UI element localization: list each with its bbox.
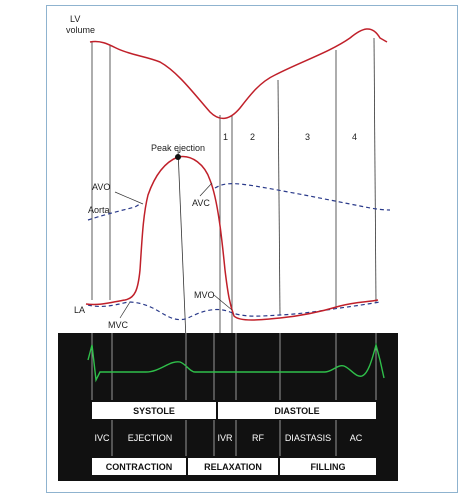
phase-2-label: 2 <box>250 132 255 142</box>
diastasis-label: DIASTASIS <box>285 433 331 443</box>
la-label: LA <box>74 305 85 315</box>
ecg-trace <box>87 342 385 383</box>
mvc-label: MVC <box>108 320 129 330</box>
peak-ejection-label: Peak ejection <box>151 143 205 153</box>
aorta-label: Aorta <box>88 205 110 215</box>
ac-label: AC <box>350 433 363 443</box>
mvc-pointer <box>119 301 131 319</box>
lv-volume-label-line1: LV <box>70 14 80 24</box>
relaxation-bar <box>188 458 278 475</box>
event-lines <box>91 37 377 341</box>
contraction-label: CONTRACTION <box>106 462 173 472</box>
peak-ejection-marker <box>175 154 181 160</box>
relaxation-label: RELAXATION <box>204 462 262 472</box>
phase-1-label: 1 <box>223 132 228 142</box>
systole-bar <box>92 402 216 419</box>
avo-pointer <box>114 191 144 205</box>
lv-volume-curve <box>89 28 388 120</box>
diastole-bar <box>218 402 376 419</box>
ivc-label: IVC <box>94 433 110 443</box>
phase-4-label: 4 <box>352 132 357 142</box>
filling-bar <box>280 458 376 475</box>
aorta-pressure-line <box>87 183 391 221</box>
avc-label: AVC <box>192 198 210 208</box>
ejection-label: EJECTION <box>128 433 173 443</box>
avo-label: AVO <box>92 182 110 192</box>
contraction-bar <box>92 458 186 475</box>
mvo-pointer <box>213 294 233 311</box>
event-line <box>177 149 187 341</box>
event-line <box>373 37 377 304</box>
systole-label: SYSTOLE <box>133 406 175 416</box>
lv-volume-label-line2: volume <box>66 25 95 35</box>
rf-label: RF <box>252 433 264 443</box>
avc-pointer <box>199 182 213 197</box>
lv-pressure-curve <box>85 155 379 321</box>
diastole-label: DIASTOLE <box>274 406 319 416</box>
ivr-label: IVR <box>217 433 233 443</box>
phase-3-label: 3 <box>305 132 310 142</box>
filling-label: FILLING <box>311 462 346 472</box>
la-pressure-line <box>87 301 381 321</box>
mvo-label: MVO <box>194 290 215 300</box>
event-line <box>277 79 281 316</box>
